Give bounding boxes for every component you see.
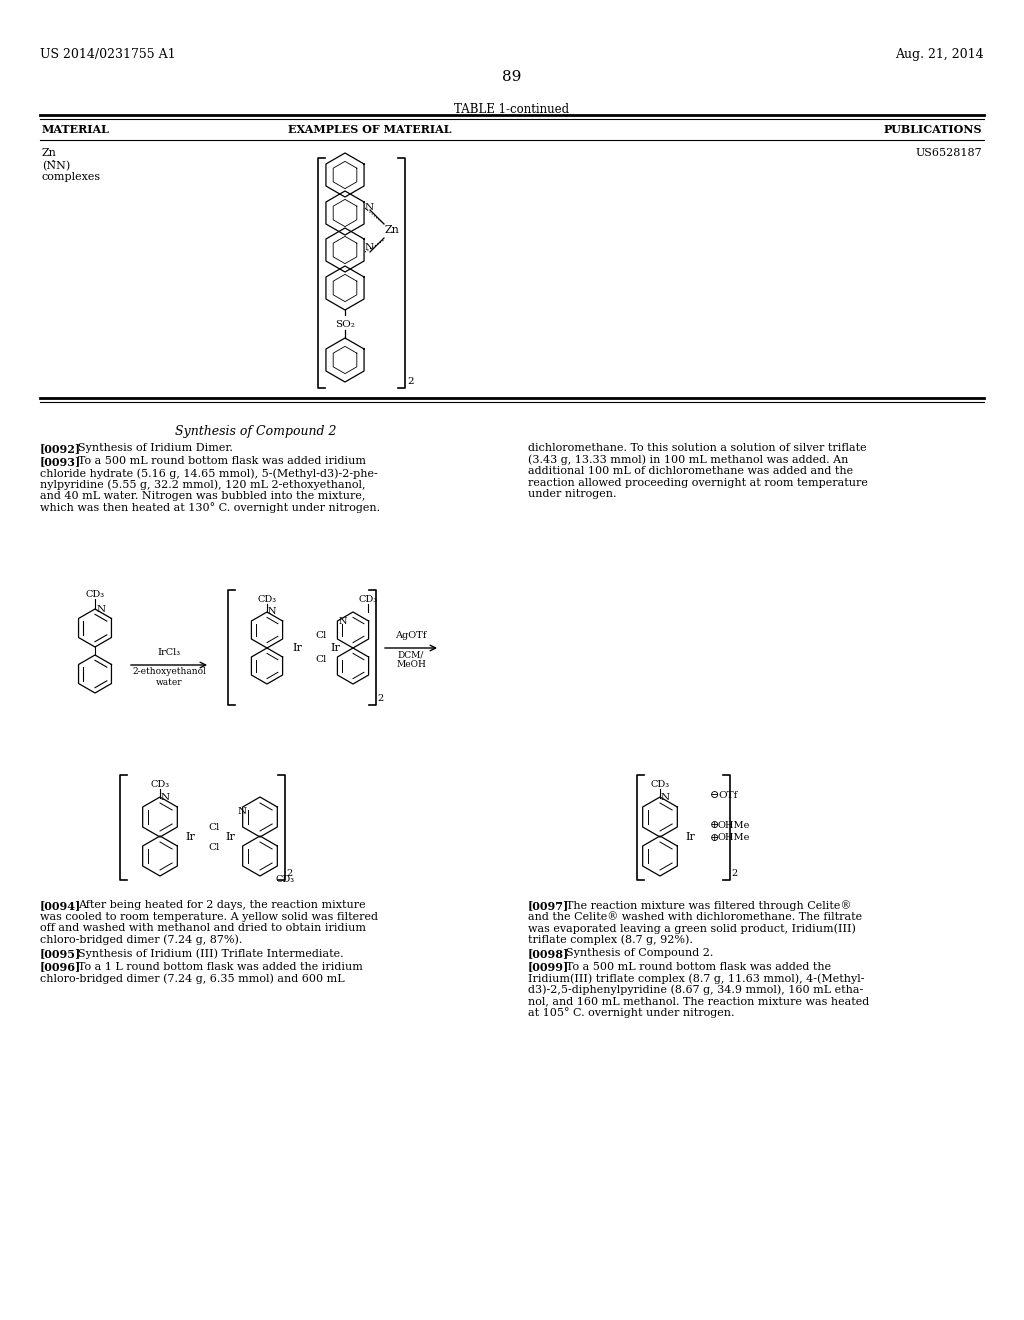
Text: After being heated for 2 days, the reaction mixture: After being heated for 2 days, the react…: [78, 900, 366, 909]
Text: Ir: Ir: [292, 643, 302, 653]
Text: Ir: Ir: [225, 832, 234, 842]
Text: CD₃: CD₃: [275, 875, 295, 884]
Text: CD₃: CD₃: [151, 780, 170, 789]
Text: 2: 2: [286, 869, 292, 878]
Text: and 40 mL water. Nitrogen was bubbled into the mixture,: and 40 mL water. Nitrogen was bubbled in…: [40, 491, 366, 502]
Text: at 105° C. overnight under nitrogen.: at 105° C. overnight under nitrogen.: [528, 1007, 734, 1018]
Text: was cooled to room temperature. A yellow solid was filtered: was cooled to room temperature. A yellow…: [40, 912, 378, 921]
Text: N: N: [662, 792, 670, 801]
Text: Iridium(III) triflate complex (8.7 g, 11.63 mmol), 4-(Methyl-: Iridium(III) triflate complex (8.7 g, 11…: [528, 973, 864, 983]
Text: N: N: [238, 807, 247, 816]
Text: reaction allowed proceeding overnight at room temperature: reaction allowed proceeding overnight at…: [528, 478, 868, 487]
Text: N: N: [161, 792, 170, 801]
Text: Synthesis of Compound 2: Synthesis of Compound 2: [175, 425, 337, 438]
Text: The reaction mixture was filtered through Celite®: The reaction mixture was filtered throug…: [566, 900, 851, 911]
Text: Synthesis of Iridium (III) Triflate Intermediate.: Synthesis of Iridium (III) Triflate Inte…: [78, 948, 344, 958]
Text: OTf: OTf: [718, 791, 737, 800]
Text: [0096]: [0096]: [40, 961, 81, 973]
Text: and the Celite® washed with dichloromethane. The filtrate: and the Celite® washed with dichlorometh…: [528, 912, 862, 921]
Text: AgOTf: AgOTf: [395, 631, 427, 640]
Text: Ir: Ir: [685, 832, 695, 842]
Text: IrCl₃: IrCl₃: [158, 648, 180, 657]
Text: dichloromethane. To this solution a solution of silver triflate: dichloromethane. To this solution a solu…: [528, 444, 866, 453]
Text: US 2014/0231755 A1: US 2014/0231755 A1: [40, 48, 176, 61]
Text: Cl: Cl: [208, 822, 219, 832]
Text: CD₃: CD₃: [257, 595, 276, 605]
Text: CD₃: CD₃: [358, 595, 378, 605]
Text: CD₃: CD₃: [650, 780, 670, 789]
Text: [0095]: [0095]: [40, 948, 81, 960]
Text: OHMe: OHMe: [718, 821, 751, 829]
Text: 2: 2: [407, 378, 414, 385]
Text: Zn: Zn: [385, 224, 400, 235]
Text: Synthesis of Iridium Dimer.: Synthesis of Iridium Dimer.: [78, 444, 233, 453]
Text: N: N: [339, 616, 347, 626]
Text: Ir: Ir: [330, 643, 340, 653]
Text: N: N: [365, 203, 374, 213]
Text: (N̂N): (N̂N): [42, 160, 71, 170]
Text: [0094]: [0094]: [40, 900, 81, 911]
Text: N: N: [365, 243, 374, 252]
Text: which was then heated at 130° C. overnight under nitrogen.: which was then heated at 130° C. overnig…: [40, 503, 380, 513]
Text: Aug. 21, 2014: Aug. 21, 2014: [895, 48, 984, 61]
Text: chloro-bridged dimer (7.24 g, 6.35 mmol) and 600 mL: chloro-bridged dimer (7.24 g, 6.35 mmol)…: [40, 973, 345, 983]
Text: 89: 89: [503, 70, 521, 84]
Text: ⊕: ⊕: [710, 833, 720, 843]
Text: 2: 2: [377, 694, 383, 704]
Text: d3)-2,5-diphenylpyridine (8.67 g, 34.9 mmol), 160 mL etha-: d3)-2,5-diphenylpyridine (8.67 g, 34.9 m…: [528, 985, 863, 995]
Text: [0092]: [0092]: [40, 444, 81, 454]
Text: US6528187: US6528187: [915, 148, 982, 158]
Text: Cl: Cl: [315, 631, 327, 639]
Text: MATERIAL: MATERIAL: [42, 124, 110, 135]
Text: [0093]: [0093]: [40, 457, 81, 467]
Text: was evaporated leaving a green solid product, Iridium(III): was evaporated leaving a green solid pro…: [528, 923, 856, 933]
Text: Ir: Ir: [185, 832, 195, 842]
Text: triflate complex (8.7 g, 92%).: triflate complex (8.7 g, 92%).: [528, 935, 693, 945]
Text: Cl: Cl: [315, 656, 327, 664]
Text: chloro-bridged dimer (7.24 g, 87%).: chloro-bridged dimer (7.24 g, 87%).: [40, 935, 243, 945]
Text: chloride hydrate (5.16 g, 14.65 mmol), 5-(Methyl-d3)-2-phe-: chloride hydrate (5.16 g, 14.65 mmol), 5…: [40, 469, 378, 479]
Text: [0097]: [0097]: [528, 900, 569, 911]
Text: MeOH: MeOH: [396, 660, 426, 669]
Text: complexes: complexes: [42, 172, 101, 182]
Text: N: N: [97, 605, 106, 614]
Text: To a 500 mL round bottom flask was added the: To a 500 mL round bottom flask was added…: [566, 961, 831, 972]
Text: To a 500 mL round bottom flask was added iridium: To a 500 mL round bottom flask was added…: [78, 457, 366, 466]
Text: Cl: Cl: [208, 842, 219, 851]
Text: ⊖: ⊖: [710, 789, 720, 800]
Text: [0099]: [0099]: [528, 961, 569, 973]
Text: Zn: Zn: [42, 148, 57, 158]
Text: nol, and 160 mL methanol. The reaction mixture was heated: nol, and 160 mL methanol. The reaction m…: [528, 997, 869, 1006]
Text: SO₂: SO₂: [335, 319, 355, 329]
Text: under nitrogen.: under nitrogen.: [528, 488, 616, 499]
Text: DCM/: DCM/: [397, 649, 424, 659]
Text: TABLE 1-continued: TABLE 1-continued: [455, 103, 569, 116]
Text: ⊕: ⊕: [710, 820, 720, 830]
Text: N: N: [268, 607, 276, 616]
Text: additional 100 mL of dichloromethane was added and the: additional 100 mL of dichloromethane was…: [528, 466, 853, 477]
Text: EXAMPLES OF MATERIAL: EXAMPLES OF MATERIAL: [288, 124, 452, 135]
Text: off and washed with methanol and dried to obtain iridium: off and washed with methanol and dried t…: [40, 923, 366, 933]
Text: CD₃: CD₃: [85, 590, 104, 599]
Text: PUBLICATIONS: PUBLICATIONS: [884, 124, 982, 135]
Text: water: water: [156, 678, 182, 686]
Text: Synthesis of Compound 2.: Synthesis of Compound 2.: [566, 948, 714, 958]
Text: 2-ethoxyethanol: 2-ethoxyethanol: [132, 667, 206, 676]
Text: (3.43 g, 13.33 mmol) in 100 mL methanol was added. An: (3.43 g, 13.33 mmol) in 100 mL methanol …: [528, 454, 848, 465]
Text: OHMe: OHMe: [718, 833, 751, 842]
Text: nylpyridine (5.55 g, 32.2 mmol), 120 mL 2-ethoxyethanol,: nylpyridine (5.55 g, 32.2 mmol), 120 mL …: [40, 479, 366, 490]
Text: 2: 2: [731, 869, 737, 878]
Text: [0098]: [0098]: [528, 948, 569, 960]
Text: To a 1 L round bottom flask was added the iridium: To a 1 L round bottom flask was added th…: [78, 961, 362, 972]
